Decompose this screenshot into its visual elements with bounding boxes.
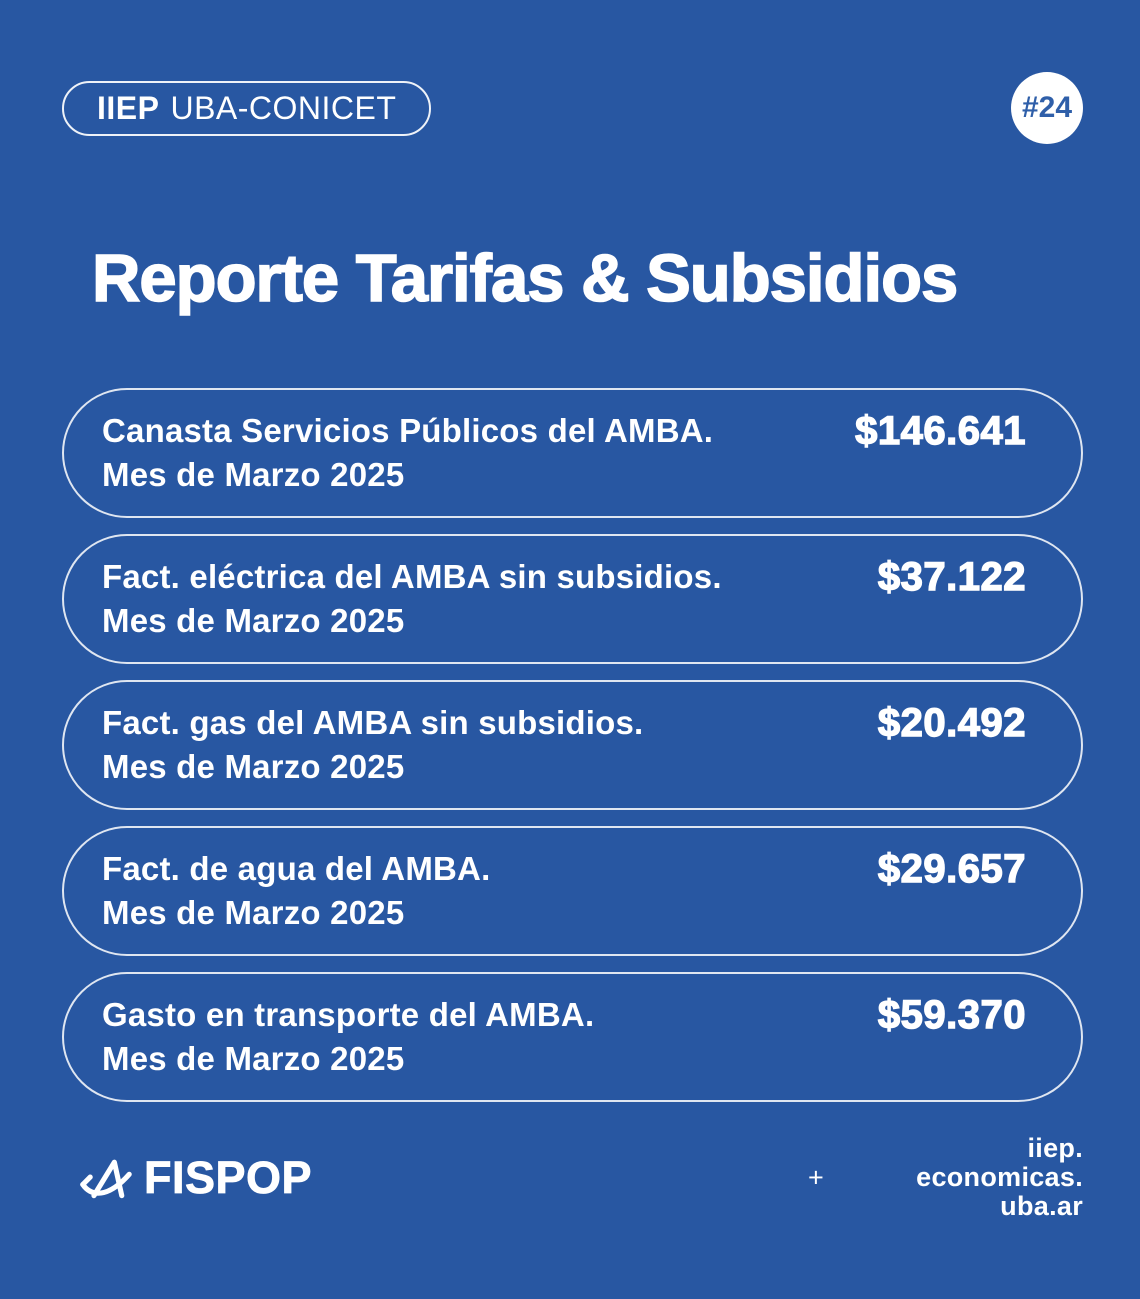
institution-badge: IIEP UBA-CONICET: [62, 80, 432, 136]
stat-card-label: Gasto en transporte del AMBA. Mes de Mar…: [102, 993, 594, 1081]
stat-card-transporte: Gasto en transporte del AMBA. Mes de Mar…: [62, 972, 1083, 1102]
website-url: iiep. economicas. uba.ar: [916, 1134, 1083, 1221]
header: IIEP UBA-CONICET #24: [62, 72, 1083, 144]
website-url-line1: iiep.: [1027, 1133, 1083, 1163]
institution-badge-org: IIEP: [97, 89, 160, 126]
stat-card-line2: Mes de Marzo 2025: [102, 1040, 405, 1077]
stat-card-amount: $29.657: [877, 846, 1026, 891]
stat-card-line1: Fact. eléctrica del AMBA sin subsidios.: [102, 558, 722, 595]
stat-card-electricidad: Fact. eléctrica del AMBA sin subsidios. …: [62, 534, 1083, 664]
stat-card-amount: $146.641: [854, 408, 1026, 453]
stat-card-label: Canasta Servicios Públicos del AMBA. Mes…: [102, 409, 713, 497]
page-title: Reporte Tarifas & Subsidios: [91, 241, 959, 316]
stat-card-line2: Mes de Marzo 2025: [102, 602, 405, 639]
stat-card-amount: $37.122: [877, 554, 1026, 599]
stat-card-amount-wrap: $37.122: [877, 554, 1026, 643]
stat-card-line2: Mes de Marzo 2025: [102, 894, 405, 931]
fispop-brand-name: FISPOP: [144, 1151, 313, 1203]
stat-card-line2: Mes de Marzo 2025: [102, 456, 405, 493]
issue-number-text: #24: [1021, 91, 1073, 124]
stats-card-list: Canasta Servicios Públicos del AMBA. Mes…: [62, 388, 1083, 1102]
stat-card-label: Fact. gas del AMBA sin subsidios. Mes de…: [102, 701, 643, 789]
issue-number-badge: #24: [1011, 72, 1083, 144]
stat-card-amount-wrap: $146.641: [854, 408, 1026, 497]
stat-card-label: Fact. de agua del AMBA. Mes de Marzo 202…: [102, 847, 490, 935]
stat-card-line2: Mes de Marzo 2025: [102, 748, 405, 785]
stat-card-label: Fact. eléctrica del AMBA sin subsidios. …: [102, 555, 722, 643]
stat-card-line1: Gasto en transporte del AMBA.: [102, 996, 595, 1033]
stat-card-amount-wrap: $20.492: [877, 700, 1026, 789]
stat-card-canasta: Canasta Servicios Públicos del AMBA. Mes…: [62, 388, 1083, 518]
footer: FISPOP + iiep. economicas. uba.ar: [62, 1134, 1083, 1221]
stat-card-amount: $59.370: [877, 992, 1026, 1037]
fispop-plane-icon: [80, 1155, 132, 1201]
stat-card-amount: $20.492: [877, 700, 1026, 745]
website-url-line2: economicas.: [916, 1162, 1083, 1192]
website-url-line3: uba.ar: [1000, 1191, 1083, 1221]
fispop-logo: FISPOP: [80, 1151, 313, 1204]
stat-card-gas: Fact. gas del AMBA sin subsidios. Mes de…: [62, 680, 1083, 810]
stat-card-amount-wrap: $29.657: [877, 846, 1026, 935]
stat-card-line1: Canasta Servicios Públicos del AMBA.: [102, 412, 714, 449]
plus-separator: +: [808, 1162, 824, 1192]
stat-card-line1: Fact. de agua del AMBA.: [102, 850, 491, 887]
stat-card-line1: Fact. gas del AMBA sin subsidios.: [102, 704, 644, 741]
institution-badge-affiliation: UBA-CONICET: [170, 89, 397, 126]
stat-card-amount-wrap: $59.370: [877, 992, 1026, 1081]
stat-card-agua: Fact. de agua del AMBA. Mes de Marzo 202…: [62, 826, 1083, 956]
